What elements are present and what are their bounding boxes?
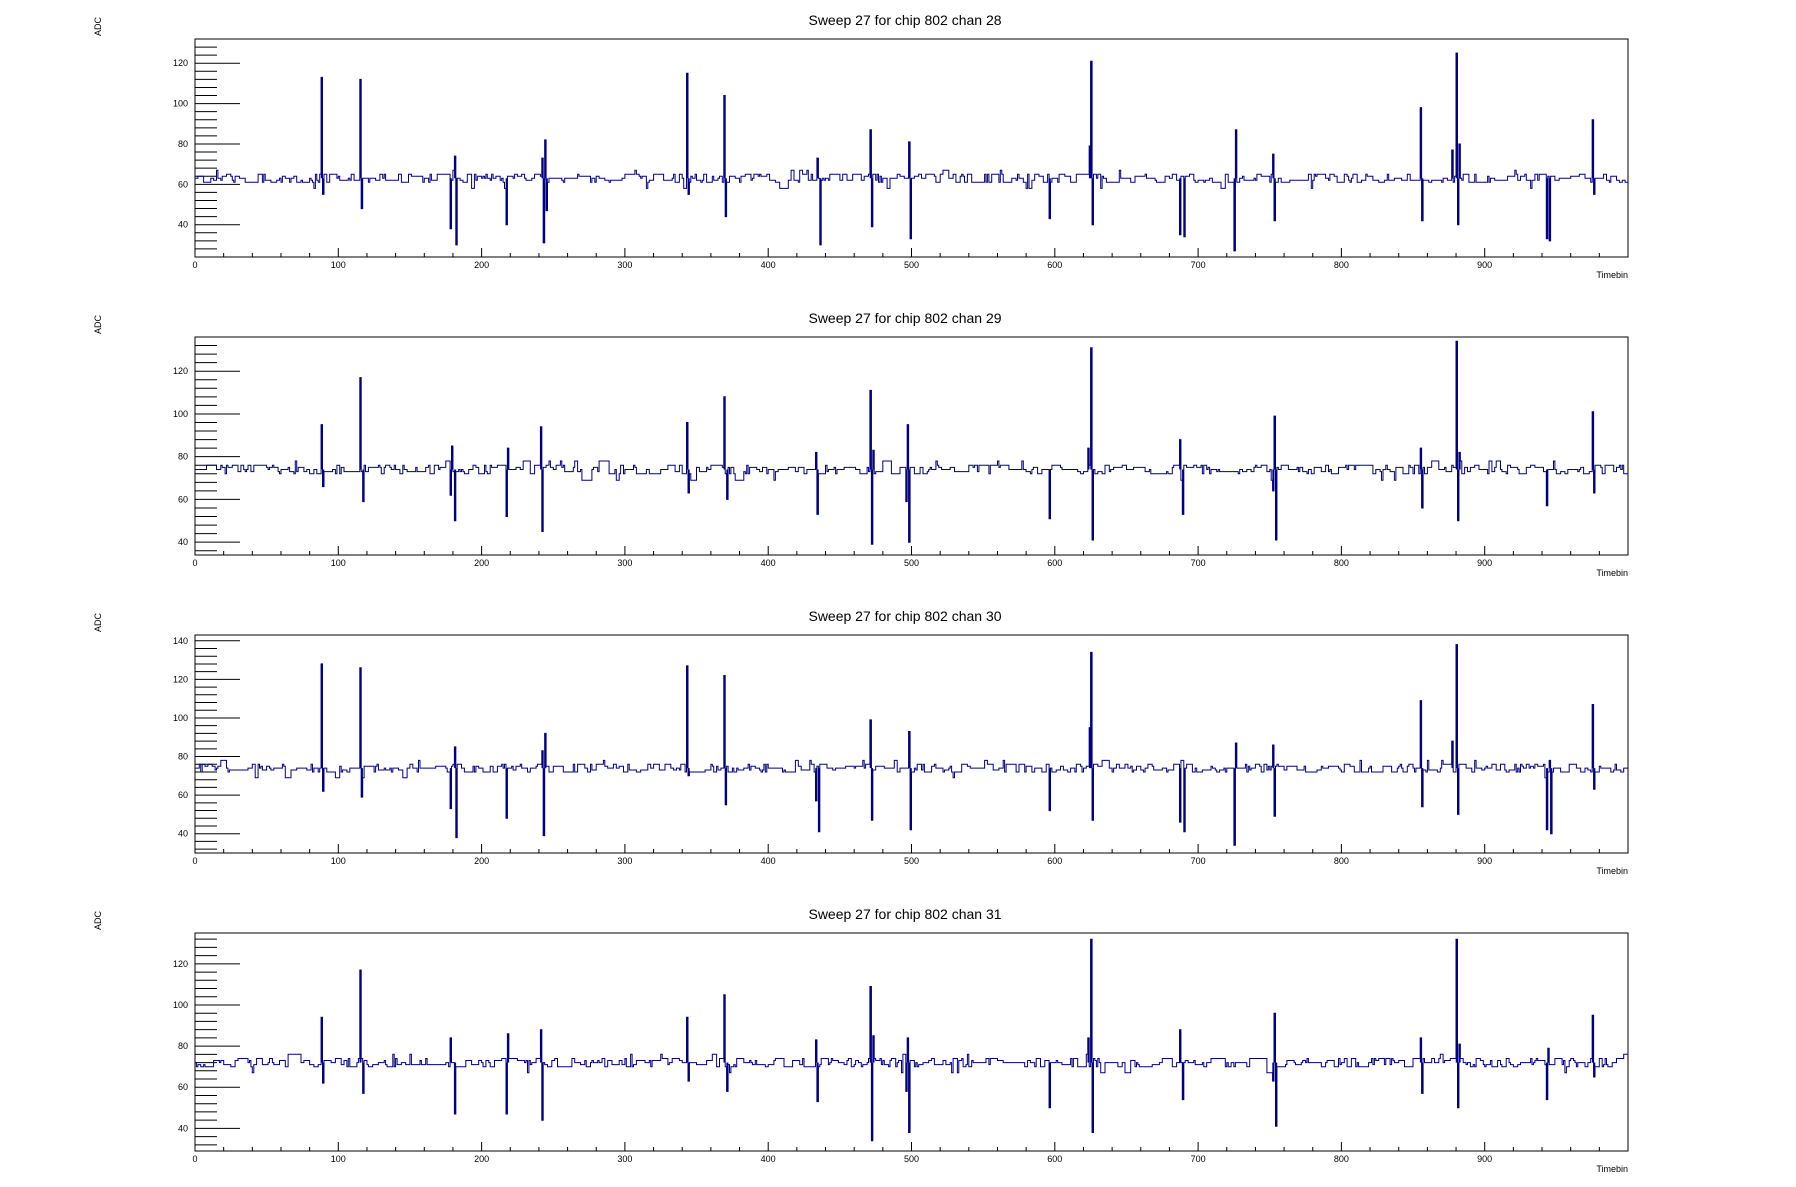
x-tick-label: 700 (1191, 558, 1206, 568)
y-tick-label: 80 (178, 1041, 188, 1051)
x-tick-label: 900 (1477, 260, 1492, 270)
x-tick-label: 400 (761, 856, 776, 866)
chart-title: Sweep 27 for chip 802 chan 31 (808, 906, 1001, 922)
x-tick-label: 300 (617, 260, 632, 270)
y-tick-label: 120 (173, 959, 188, 969)
x-tick-label: 700 (1191, 1154, 1206, 1164)
x-tick-label: 0 (192, 1154, 197, 1164)
chart-title: Sweep 27 for chip 802 chan 29 (808, 310, 1001, 326)
x-tick-label: 500 (904, 1154, 919, 1164)
y-axis-label: ADC (93, 613, 103, 633)
x-axis-label: Timebin (1596, 270, 1628, 280)
x-tick-label: 100 (331, 558, 346, 568)
x-tick-label: 800 (1334, 558, 1349, 568)
y-tick-label: 140 (173, 636, 188, 646)
y-tick-label: 40 (178, 1123, 188, 1133)
y-tick-label: 100 (173, 713, 188, 723)
x-tick-label: 900 (1477, 1154, 1492, 1164)
x-tick-label: 700 (1191, 856, 1206, 866)
x-tick-label: 600 (1047, 1154, 1062, 1164)
x-tick-label: 500 (904, 260, 919, 270)
x-tick-label: 200 (474, 558, 489, 568)
chart-panel-2: Sweep 27 for chip 802 chan 30 ADC Timebin 4… (93, 608, 1629, 876)
x-tick-label: 600 (1047, 856, 1062, 866)
y-tick-label: 80 (178, 452, 188, 462)
y-tick-label: 100 (173, 409, 188, 419)
x-tick-label: 100 (331, 1154, 346, 1164)
y-tick-label: 120 (173, 366, 188, 376)
x-tick-label: 400 (761, 558, 776, 568)
chart-title: Sweep 27 for chip 802 chan 28 (808, 12, 1001, 28)
y-tick-label: 60 (178, 494, 188, 504)
chart-title: Sweep 27 for chip 802 chan 30 (808, 608, 1001, 624)
x-axis-label: Timebin (1596, 1164, 1628, 1174)
y-tick-label: 100 (173, 99, 188, 109)
x-tick-label: 100 (331, 260, 346, 270)
plot-frame (194, 932, 1629, 1152)
x-tick-label: 800 (1334, 260, 1349, 270)
x-tick-label: 800 (1334, 1154, 1349, 1164)
adc-trace (195, 340, 1628, 545)
x-tick-label: 400 (761, 260, 776, 270)
x-tick-label: 200 (474, 260, 489, 270)
chart-panel-0: Sweep 27 for chip 802 chan 28 ADC Timebin 4… (93, 12, 1629, 280)
y-axis-label: ADC (93, 17, 103, 37)
x-tick-label: 200 (474, 1154, 489, 1164)
y-axis-label: ADC (93, 315, 103, 335)
chart-panel-1: Sweep 27 for chip 802 chan 29 ADC Timebin 4… (93, 310, 1629, 578)
y-tick-label: 40 (178, 220, 188, 230)
adc-trace (195, 52, 1628, 252)
adc-trace (195, 938, 1628, 1142)
x-tick-label: 300 (617, 558, 632, 568)
x-tick-label: 300 (617, 1154, 632, 1164)
x-tick-label: 600 (1047, 260, 1062, 270)
plot-frame (194, 336, 1629, 556)
y-axis-label: ADC (93, 911, 103, 931)
x-tick-label: 0 (192, 558, 197, 568)
chart-panel-3: Sweep 27 for chip 802 chan 31 ADC Timebin 4… (93, 906, 1629, 1174)
x-tick-label: 500 (904, 558, 919, 568)
x-tick-label: 300 (617, 856, 632, 866)
x-tick-label: 0 (192, 856, 197, 866)
x-tick-label: 0 (192, 260, 197, 270)
x-tick-label: 600 (1047, 558, 1062, 568)
x-tick-label: 100 (331, 856, 346, 866)
x-tick-label: 800 (1334, 856, 1349, 866)
x-tick-label: 900 (1477, 558, 1492, 568)
x-tick-label: 200 (474, 856, 489, 866)
x-axis-label: Timebin (1596, 568, 1628, 578)
x-tick-label: 400 (761, 1154, 776, 1164)
x-tick-label: 500 (904, 856, 919, 866)
y-tick-label: 60 (178, 1082, 188, 1092)
y-tick-label: 60 (178, 790, 188, 800)
y-tick-label: 40 (178, 829, 188, 839)
y-tick-label: 80 (178, 752, 188, 762)
x-tick-label: 700 (1191, 260, 1206, 270)
adc-trace (195, 644, 1628, 846)
y-tick-label: 40 (178, 537, 188, 547)
y-tick-label: 60 (178, 179, 188, 189)
y-tick-label: 100 (173, 1000, 188, 1010)
y-tick-label: 120 (173, 58, 188, 68)
y-tick-label: 120 (173, 674, 188, 684)
x-tick-label: 900 (1477, 856, 1492, 866)
y-tick-label: 80 (178, 139, 188, 149)
x-axis-label: Timebin (1596, 866, 1628, 876)
